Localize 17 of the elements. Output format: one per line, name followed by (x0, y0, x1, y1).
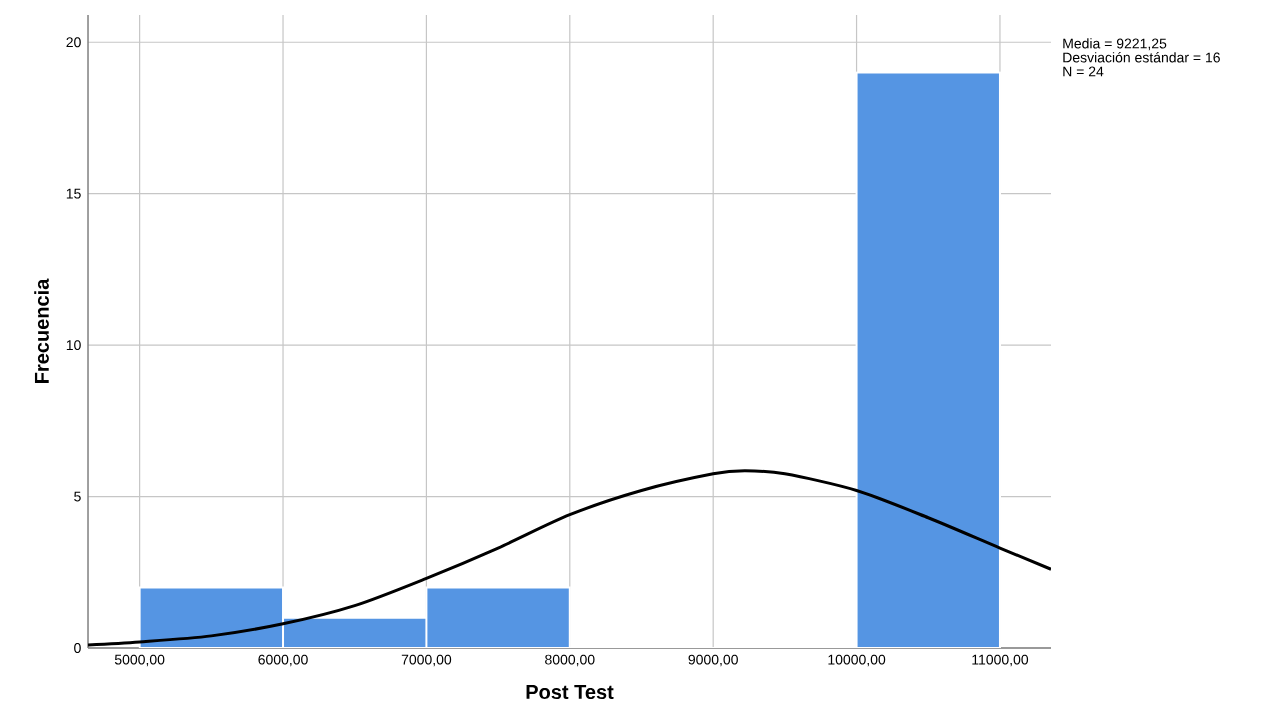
x-tick-label: 11000,00 (972, 654, 1029, 667)
y-tick-label: 10 (66, 340, 81, 351)
x-tick-label: 10000,00 (828, 654, 886, 667)
x-tick-label: 5000,00 (114, 654, 165, 667)
x-tick-label: 6000,00 (258, 654, 308, 667)
x-tick-label: 8000,00 (545, 654, 595, 667)
text: Desviación estándar = 16 (1063, 52, 1220, 63)
x-tick-label: 9000,00 (688, 654, 738, 667)
x-axis-title: Post Test (526, 685, 614, 700)
text: Media = 9221,25 (1063, 38, 1167, 51)
y-tick-label: 20 (66, 37, 81, 48)
y-axis-title: Frecuencia (34, 278, 49, 383)
y-tick-label: 0 (74, 643, 81, 653)
x-tick-label: 7000,00 (401, 654, 452, 667)
y-tick-label: 5 (74, 491, 81, 502)
text: N = 24 (1063, 66, 1104, 77)
y-tick-label: 15 (66, 188, 81, 199)
